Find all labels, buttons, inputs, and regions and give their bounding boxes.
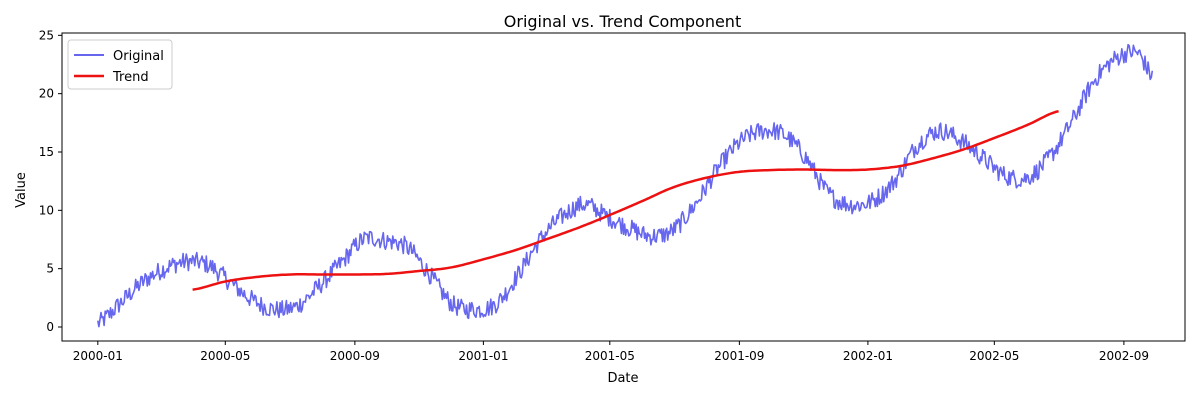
legend: Original Trend — [67, 39, 173, 90]
x-tick-label: 2001-09 — [714, 349, 764, 363]
x-tick-label: 2001-05 — [585, 349, 635, 363]
y-axis-label: Value — [14, 172, 29, 208]
chart-title: Original vs. Trend Component — [504, 12, 741, 31]
legend-label-original: Original — [113, 49, 164, 64]
series-line-trend — [192, 109, 1059, 291]
y-axis: 0 5 10 15 20 25 — [39, 28, 62, 334]
x-tick-label: 2000-05 — [200, 349, 250, 363]
plot-frame — [61, 32, 1186, 342]
x-tick-label: 2002-01 — [843, 349, 893, 363]
y-tick-label: 10 — [39, 203, 54, 217]
y-tick-label: 25 — [39, 28, 54, 42]
x-tick-label: 2002-05 — [969, 349, 1019, 363]
y-tick-label: 20 — [39, 87, 54, 101]
legend-label-trend: Trend — [112, 70, 149, 85]
plot-area — [97, 43, 1154, 328]
y-tick-label: 0 — [46, 320, 54, 334]
x-axis-label: Date — [607, 371, 638, 386]
series-line-original — [97, 43, 1154, 328]
x-tick-label: 2002-09 — [1099, 349, 1149, 363]
x-tick-label: 2001-01 — [458, 349, 508, 363]
x-tick-label: 2000-09 — [330, 349, 380, 363]
y-tick-label: 15 — [39, 145, 54, 159]
y-tick-label: 5 — [46, 262, 54, 276]
x-tick-label: 2000-01 — [73, 349, 123, 363]
x-axis: 2000-01 2000-05 2000-09 2001-01 2001-05 2001-… — [73, 341, 1149, 363]
